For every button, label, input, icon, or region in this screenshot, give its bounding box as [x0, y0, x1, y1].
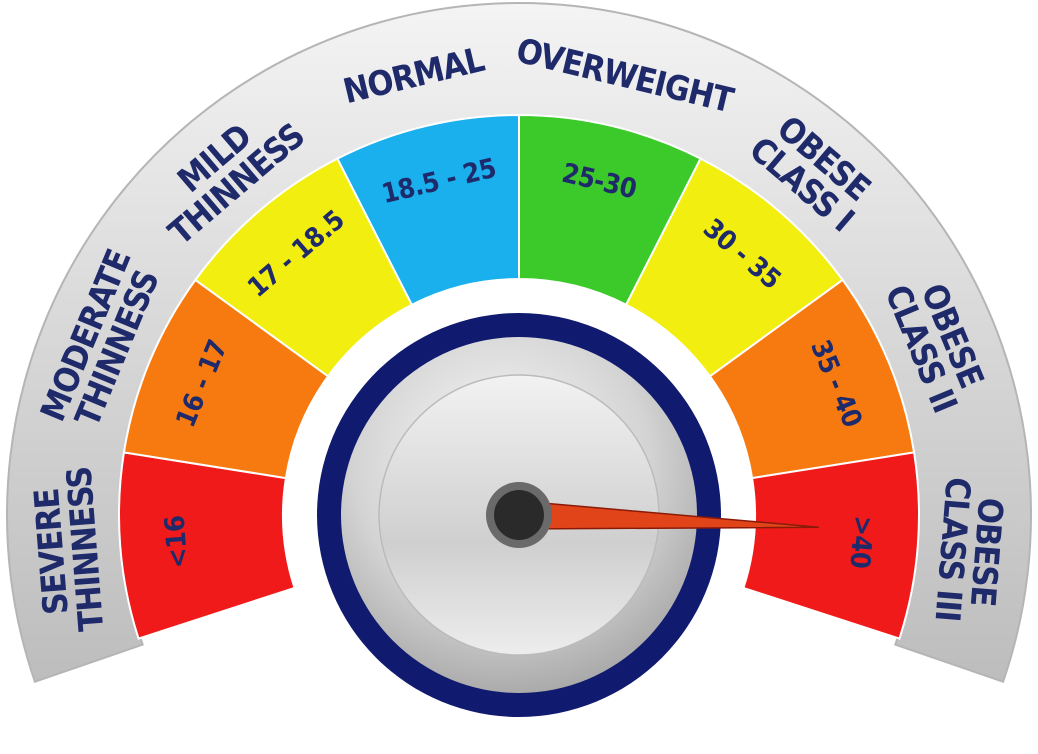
category-label-0-line-0: SEVERE	[27, 487, 77, 616]
range-label-7: >40	[843, 514, 878, 569]
bmi-segments	[118, 113, 920, 640]
needle-hub-cap	[494, 490, 544, 540]
segment-7	[742, 451, 920, 640]
category-label-7-line-0: OBESE	[962, 496, 1010, 607]
range-label-0: <16	[160, 514, 195, 569]
segment-0	[118, 451, 296, 640]
